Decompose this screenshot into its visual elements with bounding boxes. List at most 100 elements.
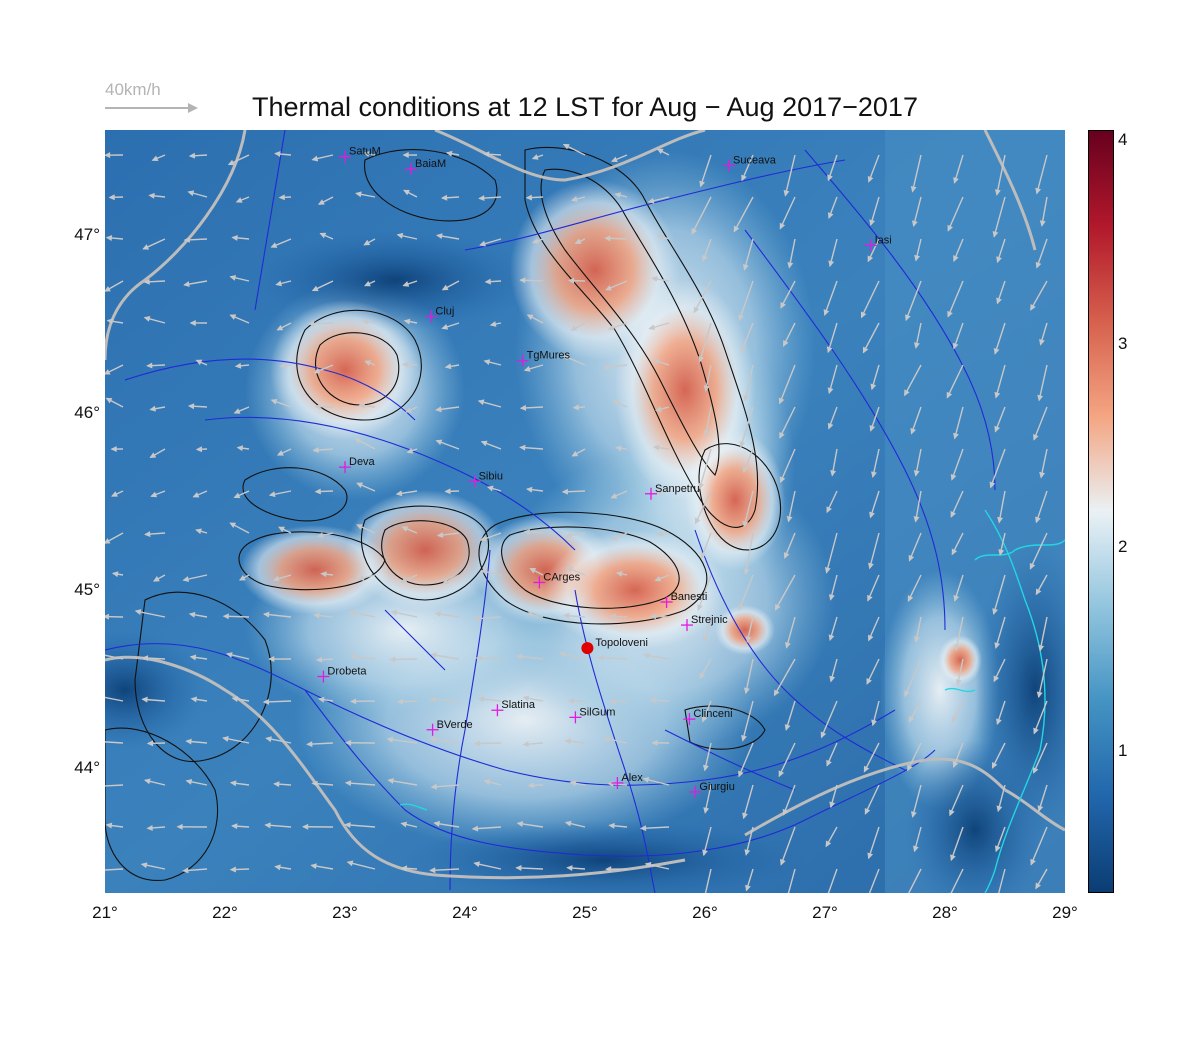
wind-arrow-head: [515, 653, 523, 660]
wind-arrow: [785, 616, 796, 648]
wind-arrow-head: [996, 805, 1003, 813]
wind-arrow-head: [149, 405, 156, 412]
wind-arrow-head: [531, 154, 539, 160]
wind-arrow: [787, 490, 796, 522]
wind-arrow: [787, 868, 796, 893]
wind-arrow-head: [229, 522, 237, 529]
wind-arrow-head: [442, 578, 450, 585]
wind-arrow-head: [473, 615, 480, 622]
wind-arrow-head: [1033, 727, 1039, 735]
wind-arrow: [824, 280, 838, 316]
wind-arrow-head: [522, 741, 529, 748]
wind-arrow-head: [656, 530, 664, 537]
wind-arrow-head: [779, 476, 786, 484]
wind-arrow: [779, 448, 796, 483]
wind-arrow-head: [995, 845, 1001, 853]
wind-arrow-head: [1038, 644, 1045, 652]
latitude-tick: 47°: [74, 225, 100, 245]
wind-arrow-head: [952, 716, 958, 723]
wind-arrow-head: [522, 695, 530, 702]
wind-arrow-head: [567, 697, 575, 704]
map-title: Thermal conditions at 12 LST for Aug − A…: [252, 92, 918, 122]
wind-arrow-head: [867, 255, 874, 263]
wind-arrow: [105, 741, 124, 744]
wind-arrow-head: [225, 652, 233, 658]
wind-arrow-head: [532, 238, 539, 244]
wind-arrow-head: [272, 575, 280, 582]
wind-arrow-head: [609, 698, 616, 705]
wind-arrow-head: [182, 576, 190, 582]
wind-arrow-head: [153, 576, 160, 582]
wind-arrow-head: [869, 425, 876, 432]
wind-arrow-head: [188, 611, 196, 618]
wind-arrows: [105, 143, 1048, 893]
wind-arrow: [993, 196, 1006, 237]
wind-arrow-head: [143, 315, 151, 322]
wind-arrow-head: [222, 613, 229, 620]
wind-arrow: [745, 658, 754, 694]
station-marker: Banesti: [660, 591, 707, 608]
wind-arrow-head: [527, 782, 534, 789]
wind-arrow: [743, 490, 754, 527]
wind-arrow-head: [441, 284, 449, 291]
wind-arrow-head: [187, 190, 195, 197]
wind-arrow-head: [317, 696, 325, 703]
wind-arrow: [779, 196, 796, 229]
wind-arrow: [1033, 406, 1048, 440]
wind-arrow-head: [703, 764, 709, 772]
wind-arrow-head: [994, 391, 1001, 399]
wind-arrow-head: [519, 277, 526, 284]
wind-arrow-head: [314, 488, 321, 495]
wind-arrow-head: [870, 383, 877, 391]
wind-arrow-head: [276, 324, 284, 331]
latitude-tick: 45°: [74, 580, 100, 600]
wind-arrow-head: [386, 736, 394, 743]
station-label: Cluj: [435, 305, 454, 317]
wind-arrow: [947, 196, 964, 231]
wind-arrow-head: [953, 255, 959, 262]
wind-arrow-head: [151, 155, 159, 162]
wind-arrow-head: [1035, 516, 1041, 524]
wind-arrow: [773, 658, 796, 696]
wind-arrow-head: [400, 865, 408, 872]
station-marker: Suceava: [723, 154, 777, 172]
topoloveni-label: Topoloveni: [595, 637, 648, 649]
wind-arrow-head: [402, 152, 409, 158]
wind-arrow-head: [739, 441, 746, 448]
wind-arrow-head: [566, 566, 573, 573]
wind-arrow-head: [395, 490, 403, 497]
wind-arrow-head: [656, 233, 664, 240]
wind-arrow-head: [904, 690, 910, 698]
wind-arrow-head: [826, 506, 832, 514]
wind-arrow-head: [227, 159, 235, 166]
wind-arrow-head: [914, 636, 920, 643]
station-marker: CArges: [533, 571, 581, 589]
wind-arrow-head: [274, 151, 281, 157]
station-marker: BaiaM: [405, 158, 446, 176]
wind-arrow-head: [306, 741, 313, 748]
station-label: Alex: [621, 772, 643, 784]
wind-arrow: [989, 448, 1006, 488]
wind-arrow: [744, 364, 754, 401]
wind-arrow-head: [316, 532, 324, 539]
wind-arrow-head: [105, 397, 113, 404]
station-label: CArges: [543, 571, 580, 583]
wind-arrow-head: [612, 400, 620, 406]
wind-arrow: [1033, 700, 1048, 734]
wind-arrow-head: [110, 446, 117, 453]
wind-arrow-head: [780, 302, 786, 309]
wind-arrow: [868, 868, 880, 893]
wind-arrow-head: [405, 407, 412, 413]
wind-arrow-head: [429, 736, 436, 743]
wind-arrow-head: [364, 360, 372, 366]
longitude-tick: 29°: [1052, 903, 1078, 922]
wind-arrow-head: [519, 444, 526, 451]
wind-arrow-head: [478, 195, 485, 202]
wind-arrow-head: [745, 636, 752, 643]
wind-arrow-head: [603, 736, 610, 743]
wind-arrow-head: [483, 151, 490, 158]
wind-arrow-head: [867, 175, 874, 183]
wind-arrow-head: [183, 236, 190, 243]
wind-arrow-head: [955, 679, 962, 686]
wind-arrow-head: [783, 552, 790, 559]
